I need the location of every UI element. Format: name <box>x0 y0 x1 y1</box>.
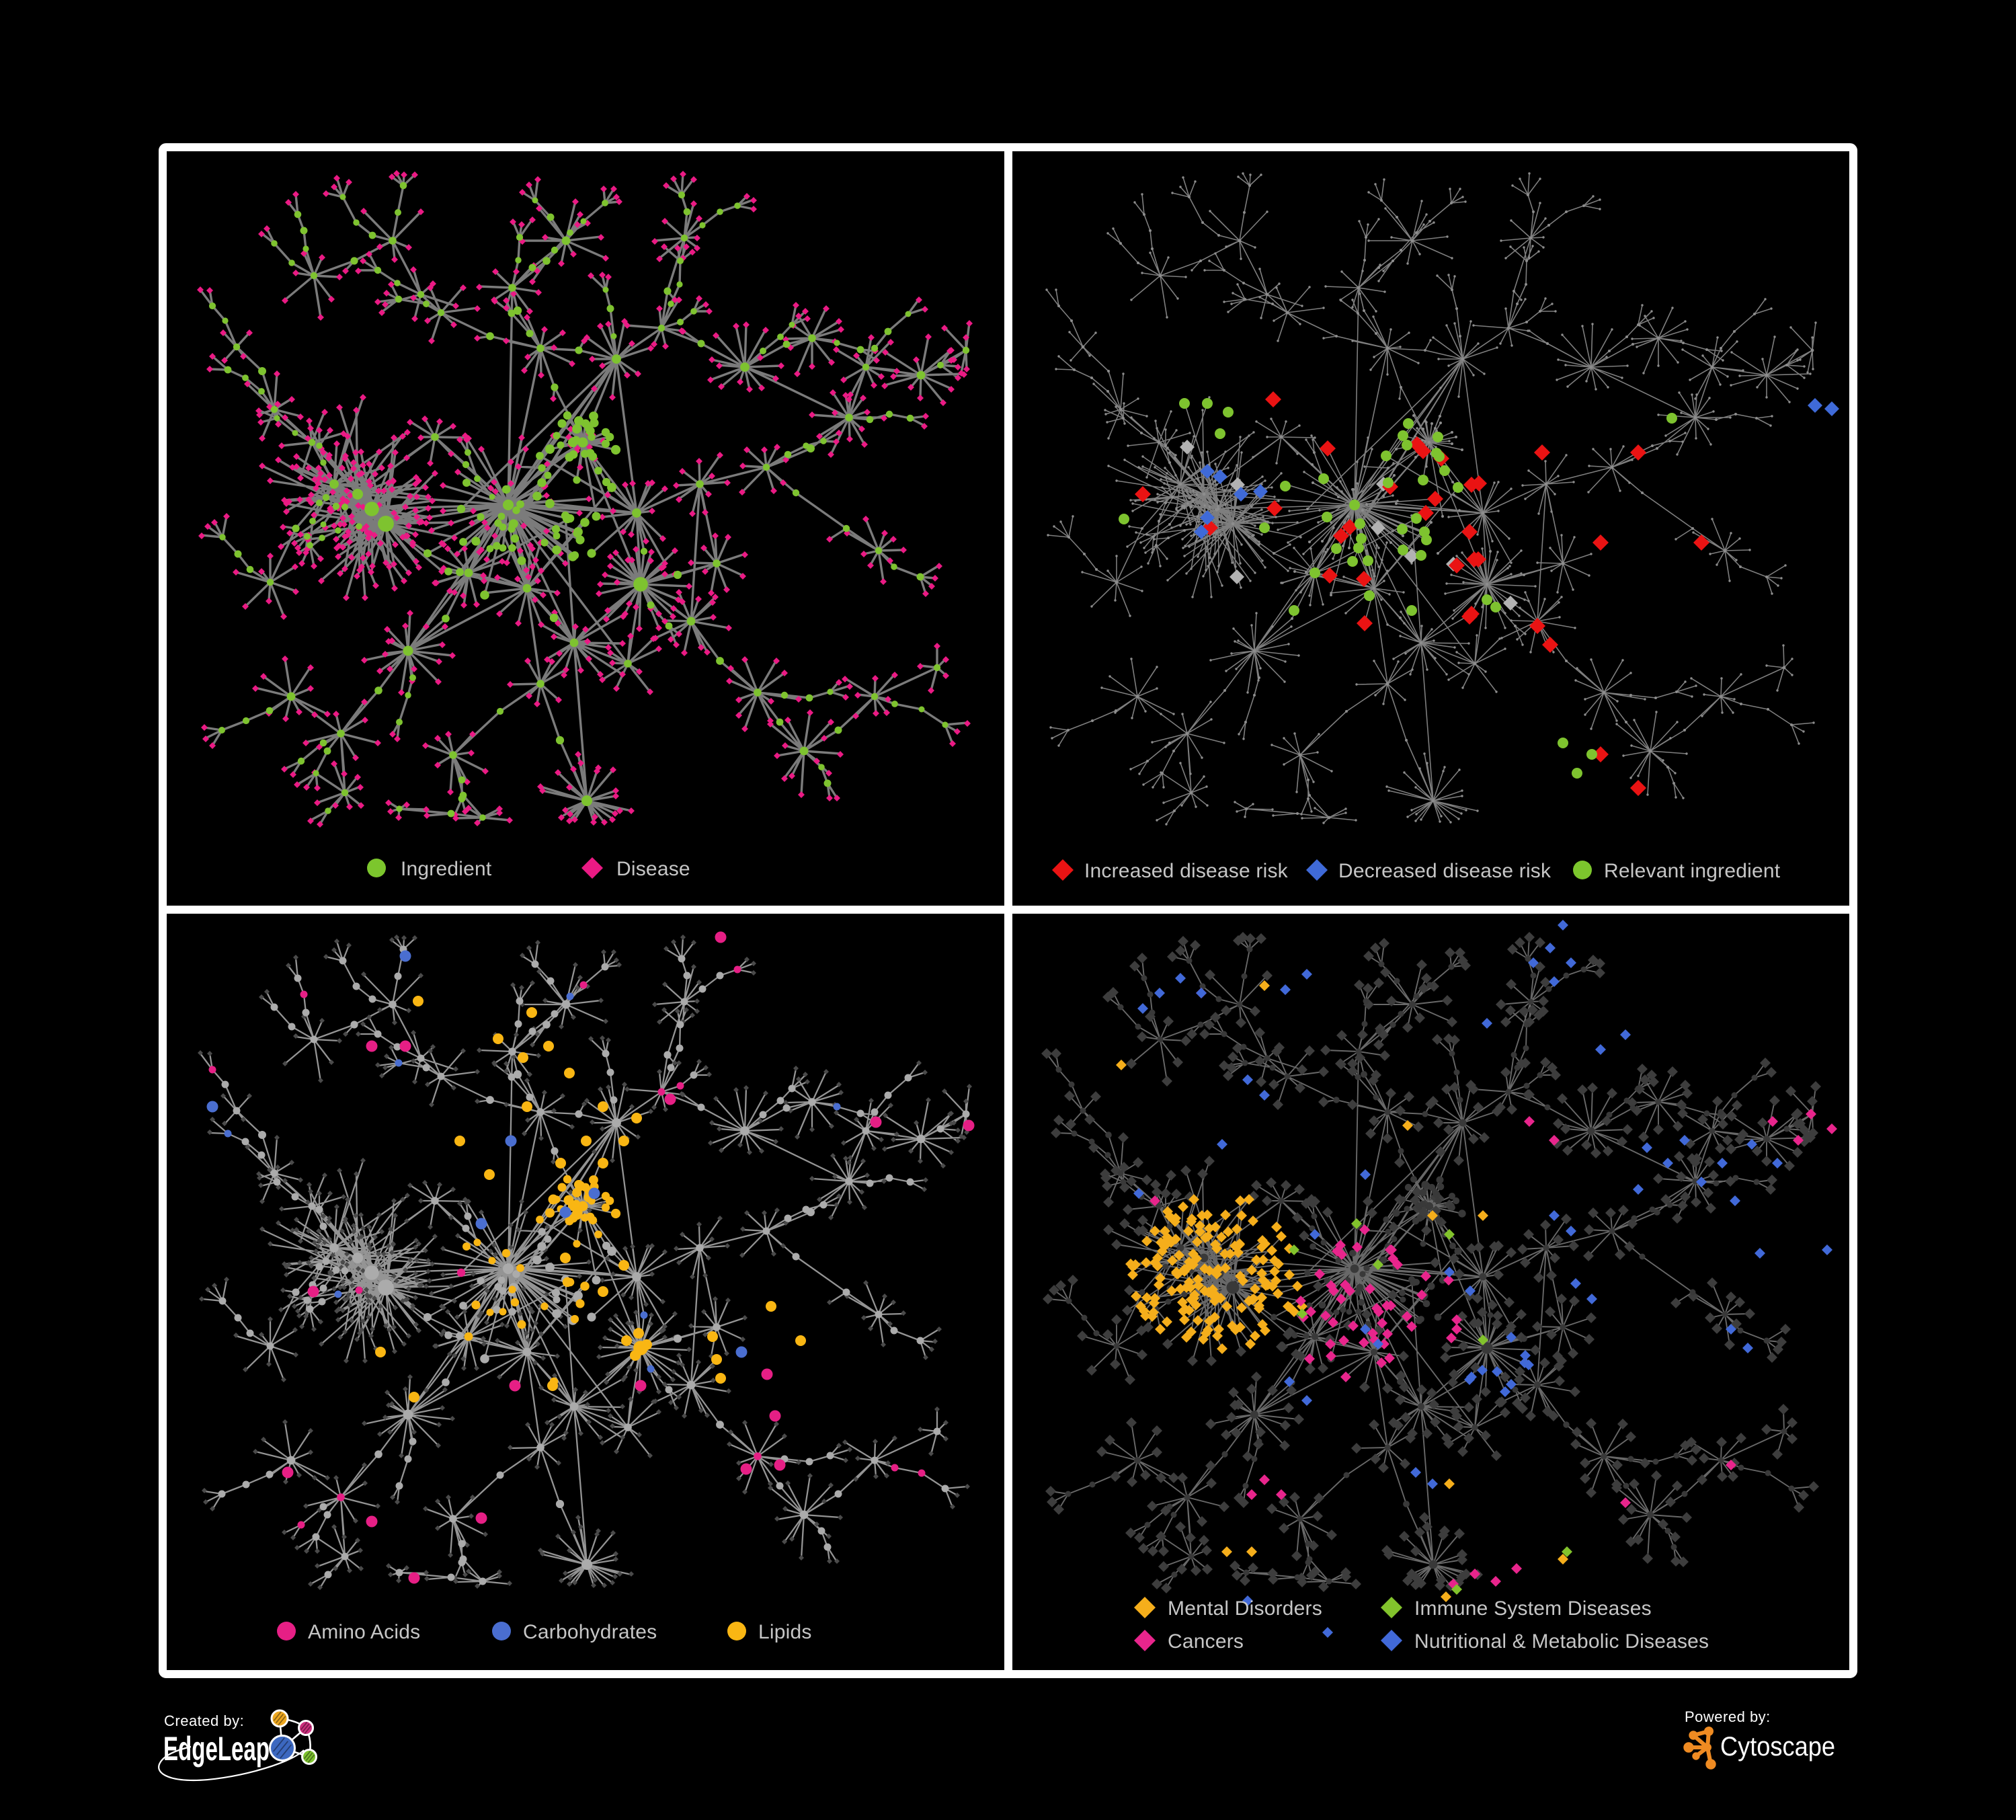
svg-text:Carbohydrates: Carbohydrates <box>523 1621 657 1643</box>
svg-text:Relevant ingredient: Relevant ingredient <box>1604 860 1781 882</box>
svg-text:Mental Disorders: Mental Disorders <box>1168 1597 1322 1620</box>
svg-text:Cytoscape: Cytoscape <box>1720 1732 1835 1762</box>
svg-text:Ingredient: Ingredient <box>401 858 492 880</box>
svg-text:Decreased disease risk: Decreased disease risk <box>1338 860 1551 882</box>
svg-text:Amino Acids: Amino Acids <box>308 1621 420 1643</box>
svg-text:Created by:: Created by: <box>164 1712 244 1729</box>
svg-text:Cancers: Cancers <box>1168 1630 1244 1653</box>
svg-text:Lipids: Lipids <box>758 1621 812 1643</box>
svg-text:Increased disease risk: Increased disease risk <box>1084 860 1289 882</box>
svg-text:Disease: Disease <box>616 858 690 880</box>
svg-text:Nutritional & Metabolic Diseas: Nutritional & Metabolic Diseases <box>1414 1630 1709 1653</box>
svg-text:EdgeLeap: EdgeLeap <box>163 1730 270 1768</box>
svg-text:Immune System Diseases: Immune System Diseases <box>1414 1597 1652 1620</box>
svg-text:Powered by:: Powered by: <box>1685 1708 1771 1725</box>
